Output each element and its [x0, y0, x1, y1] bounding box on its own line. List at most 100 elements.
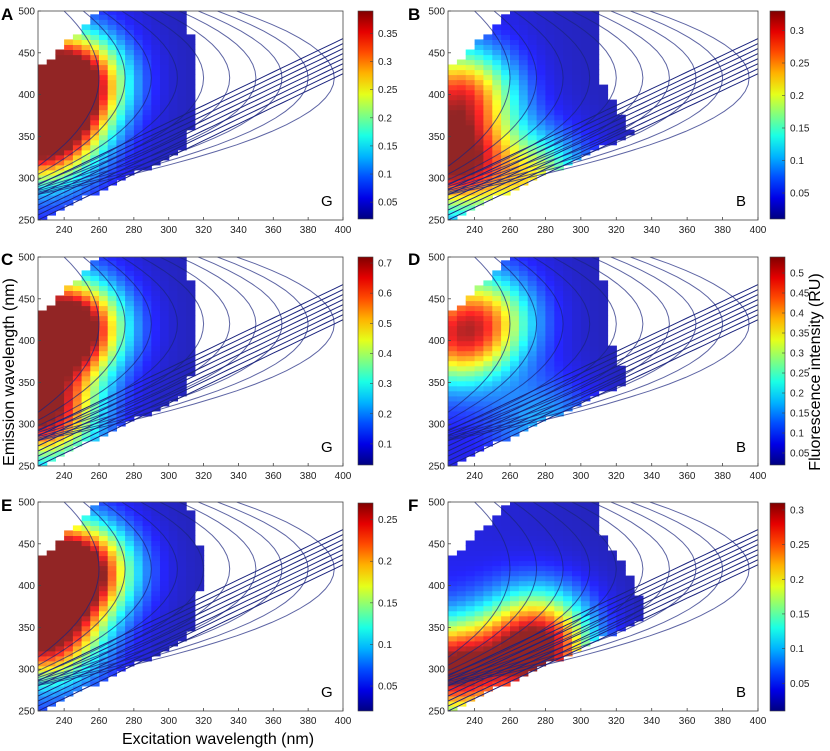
contour-cell — [554, 34, 564, 40]
contour-cell — [465, 610, 476, 617]
contour-cell — [116, 24, 126, 30]
contour-cell — [527, 630, 538, 637]
contour-cell — [55, 615, 65, 622]
contour-cell — [589, 29, 600, 35]
contour-cell — [177, 380, 187, 387]
contour-cell — [563, 370, 573, 377]
contour-cell — [133, 34, 144, 40]
contour-cell — [72, 94, 83, 101]
contour-cell — [142, 315, 152, 322]
contour-cell — [133, 560, 144, 567]
contour-cell — [168, 275, 178, 281]
contour-cell — [518, 114, 529, 121]
contour-cell — [133, 350, 144, 357]
contour-cell — [589, 350, 600, 357]
contour-cell — [177, 330, 187, 337]
contour-cell — [483, 535, 493, 541]
contour-cell — [64, 305, 74, 312]
contour-cell — [536, 134, 547, 141]
contour-cell — [536, 620, 547, 627]
contour-cell — [483, 129, 493, 136]
contour-cell — [554, 520, 564, 526]
lower-contour-line — [38, 68, 343, 216]
contour-cell — [501, 260, 511, 266]
sample-tag: G — [321, 684, 333, 701]
contour-cell — [72, 69, 83, 76]
contour-cell — [38, 119, 48, 126]
contour-cell — [160, 44, 170, 50]
contour-cell — [168, 39, 178, 45]
contour-cell — [456, 440, 467, 447]
contour-cell — [598, 119, 609, 126]
contour-cell — [483, 194, 493, 201]
contour-cell — [186, 89, 196, 96]
contour-cell — [598, 280, 609, 286]
plot-frame — [37, 256, 344, 467]
contour-cell — [510, 149, 520, 156]
contour-cell — [536, 380, 547, 387]
colorbar-tick-label: 0.35 — [378, 29, 398, 40]
x-tick-label: 260 — [502, 225, 519, 236]
colorbar-tick-label: 0.05 — [378, 198, 398, 209]
contour-cell — [448, 69, 458, 76]
contour-cell — [99, 535, 109, 541]
contour-cell — [527, 74, 538, 81]
contour-cell — [116, 625, 126, 632]
contour-cell — [133, 640, 144, 647]
contour-cell — [465, 405, 476, 412]
contour-cell — [116, 370, 126, 377]
contour-cell — [151, 114, 161, 121]
contour-cell — [563, 29, 573, 35]
contour-cell — [107, 154, 117, 161]
contour-cell — [572, 144, 582, 151]
y-tick-label: 400 — [428, 90, 445, 101]
contour-cell — [125, 104, 135, 111]
contour-cell — [64, 54, 74, 61]
contour-cell — [448, 164, 458, 171]
contour-cell — [46, 159, 56, 166]
contour-cell — [90, 89, 100, 96]
contour-cell — [64, 174, 74, 181]
contour-cell — [545, 325, 555, 332]
contour-cell — [64, 315, 74, 322]
contour-cell — [483, 555, 493, 562]
contour-cell — [116, 570, 126, 577]
contour-cell — [456, 375, 467, 382]
contour-cell — [72, 685, 83, 692]
x-tick-label: 400 — [335, 716, 352, 727]
contour-cell — [55, 164, 65, 171]
contour-cell — [625, 590, 635, 597]
contour-cell — [465, 380, 476, 387]
contour-cell — [125, 315, 135, 322]
contour-cell — [465, 565, 476, 572]
contour-cell — [545, 149, 555, 156]
contour-cell — [46, 415, 56, 422]
contour-cell — [125, 540, 135, 547]
contour-cell — [116, 345, 126, 352]
contour-cell — [518, 104, 529, 111]
contour-cell — [518, 335, 529, 342]
contour-cell — [448, 144, 458, 151]
contour-cell — [474, 109, 485, 116]
contour-cell — [554, 49, 564, 56]
contour-cell — [160, 570, 170, 577]
contour-cell — [465, 89, 476, 96]
contour-cell — [116, 169, 126, 176]
upper-contour-line — [38, 11, 152, 181]
contour-cell — [55, 79, 65, 86]
contour-cell — [589, 375, 600, 382]
upper-contour-line — [38, 502, 100, 658]
contour-cell — [518, 400, 529, 407]
contour-cell — [116, 510, 126, 516]
contour-cell — [598, 330, 609, 337]
contour-cell — [55, 410, 65, 417]
contour-cell — [465, 685, 476, 692]
contour-cell — [133, 11, 144, 15]
contour-cell — [474, 124, 485, 131]
contour-cell — [492, 124, 502, 131]
contour-cell — [64, 89, 74, 96]
contour-cell — [133, 124, 144, 131]
contour-cell — [107, 174, 117, 181]
contour-cell — [107, 300, 117, 307]
contour-cell — [580, 395, 591, 402]
